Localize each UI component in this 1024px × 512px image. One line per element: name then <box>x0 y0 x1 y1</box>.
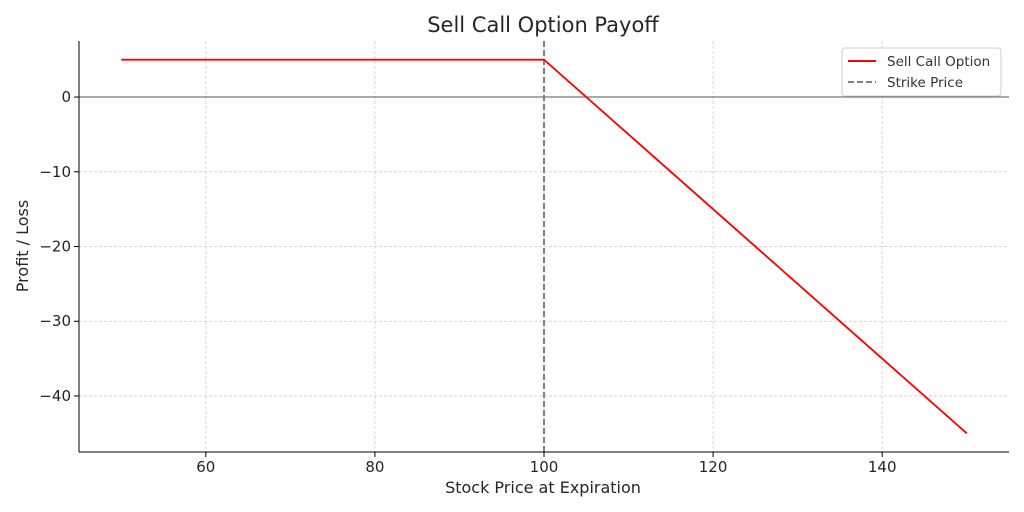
y-tick-label: −30 <box>39 312 71 330</box>
y-axis-label: Profit / Loss <box>13 200 32 292</box>
series-line-sell-call-option <box>121 58 968 434</box>
y-tick-label: −40 <box>39 387 71 405</box>
x-tick-label: 120 <box>699 458 728 476</box>
x-tick-label: 140 <box>868 458 897 476</box>
legend-entry-strike-price-label: Strike Price <box>887 75 963 91</box>
legend-box <box>841 47 1002 97</box>
legend-entry-sell-call-option-label: Sell Call Option <box>887 54 990 70</box>
x-tick-label: 100 <box>530 458 559 476</box>
grid-lines <box>79 41 1009 452</box>
x-tick-label: 80 <box>365 458 384 476</box>
ticks: 60 80 100 120 140 0 −10 −20 −30 −40 <box>39 88 896 476</box>
x-tick-label: 60 <box>196 458 215 476</box>
y-tick-label: −10 <box>39 163 71 181</box>
legend-entry-sell-call-option: Sell Call Option <box>848 54 990 70</box>
y-tick-label: 0 <box>61 88 71 106</box>
y-tick-label: −20 <box>39 238 71 256</box>
x-axis-label: Stock Price at Expiration <box>445 478 641 497</box>
chart-title: Sell Call Option Payoff <box>427 13 659 37</box>
legend: Sell Call Option Strike Price <box>841 47 1002 97</box>
series-layer <box>121 58 968 434</box>
legend-entry-strike-price: Strike Price <box>848 75 963 91</box>
